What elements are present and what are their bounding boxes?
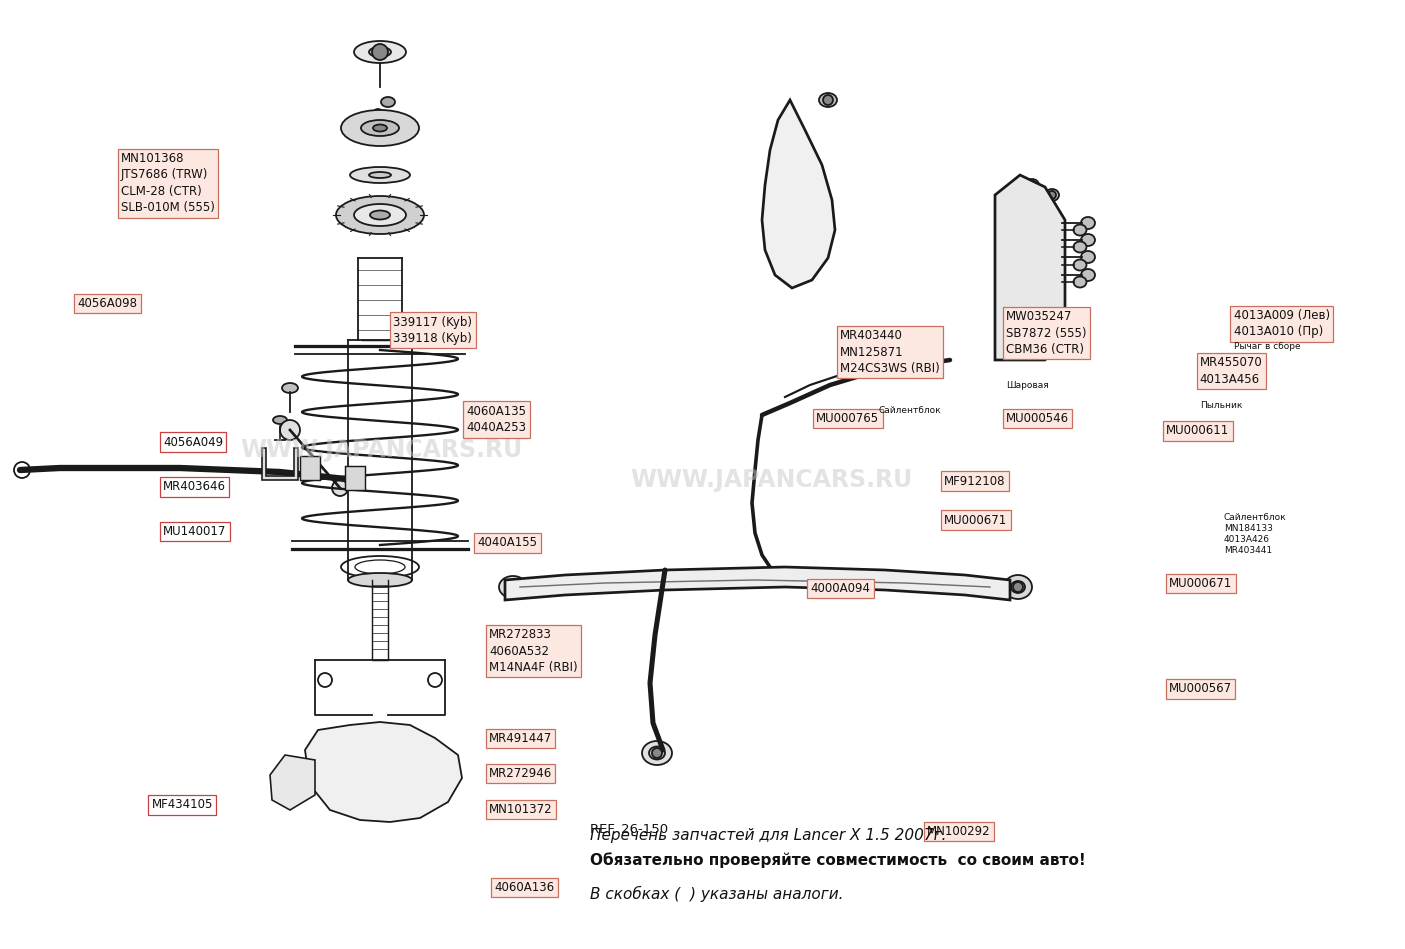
Ellipse shape xyxy=(370,172,391,178)
Text: MR272946: MR272946 xyxy=(489,767,552,780)
Text: MU000671: MU000671 xyxy=(1169,577,1232,590)
Polygon shape xyxy=(301,456,320,480)
Polygon shape xyxy=(261,448,298,480)
Text: MF434105: MF434105 xyxy=(152,798,214,811)
Ellipse shape xyxy=(1080,251,1094,263)
Circle shape xyxy=(1048,191,1057,199)
Text: 4056A049: 4056A049 xyxy=(163,436,223,449)
Circle shape xyxy=(823,95,833,105)
Ellipse shape xyxy=(336,196,424,234)
Polygon shape xyxy=(995,175,1065,360)
Ellipse shape xyxy=(1012,581,1026,593)
Polygon shape xyxy=(504,567,1010,600)
Ellipse shape xyxy=(642,741,672,765)
Ellipse shape xyxy=(354,41,406,63)
Text: 4013A009 (Лев)
4013A010 (Пр): 4013A009 (Лев) 4013A010 (Пр) xyxy=(1234,308,1329,339)
Ellipse shape xyxy=(1080,269,1094,281)
Ellipse shape xyxy=(1073,276,1086,288)
Text: 339117 (Kyb)
339118 (Kyb): 339117 (Kyb) 339118 (Kyb) xyxy=(393,315,472,345)
Text: MN101368
JTS7686 (TRW)
CLM-28 (CTR)
SLB-010M (555): MN101368 JTS7686 (TRW) CLM-28 (CTR) SLB-… xyxy=(121,152,215,214)
Text: MN100292: MN100292 xyxy=(927,825,991,838)
Polygon shape xyxy=(762,100,835,288)
Ellipse shape xyxy=(1026,179,1040,191)
Ellipse shape xyxy=(370,211,391,219)
Circle shape xyxy=(1028,181,1035,189)
Text: Шаровая: Шаровая xyxy=(1006,381,1048,390)
Text: MU000567: MU000567 xyxy=(1169,682,1232,696)
Ellipse shape xyxy=(341,110,419,146)
Ellipse shape xyxy=(1080,217,1094,229)
Text: MR491447: MR491447 xyxy=(489,732,552,745)
Text: Сайлентблок: Сайлентблок xyxy=(878,406,941,416)
Ellipse shape xyxy=(649,747,665,759)
Text: Обязательно проверяйте совместимость  со своим авто!: Обязательно проверяйте совместимость со … xyxy=(590,852,1086,867)
Text: WWW.JAPANCARS.RU: WWW.JAPANCARS.RU xyxy=(629,468,912,492)
Text: В скобках (  ) указаны аналоги.: В скобках ( ) указаны аналоги. xyxy=(590,885,843,902)
Text: MW035247
SB7872 (555)
CBM36 (CTR): MW035247 SB7872 (555) CBM36 (CTR) xyxy=(1006,310,1086,356)
Text: 4040A155: 4040A155 xyxy=(478,536,538,549)
Circle shape xyxy=(372,44,388,60)
Ellipse shape xyxy=(350,167,410,183)
Text: MR403440
MN125871
M24CS3WS (RBI): MR403440 MN125871 M24CS3WS (RBI) xyxy=(840,329,940,375)
Text: MF912108: MF912108 xyxy=(944,474,1006,488)
Text: MU140017: MU140017 xyxy=(163,525,226,538)
Text: Пыльник: Пыльник xyxy=(1200,400,1242,410)
Text: MU000765: MU000765 xyxy=(816,412,880,425)
Circle shape xyxy=(377,758,405,786)
Ellipse shape xyxy=(1045,189,1059,201)
Text: MR272833
4060A532
M14NA4F (RBI): MR272833 4060A532 M14NA4F (RBI) xyxy=(489,628,577,674)
Text: Сайлентблок
MN184133
4013A426
MR403441: Сайлентблок MN184133 4013A426 MR403441 xyxy=(1224,513,1287,555)
Circle shape xyxy=(652,748,662,758)
Polygon shape xyxy=(346,466,365,490)
Ellipse shape xyxy=(381,97,395,107)
Polygon shape xyxy=(270,755,315,810)
Text: MR403646: MR403646 xyxy=(163,480,226,493)
Text: 4060A136: 4060A136 xyxy=(495,881,555,894)
Ellipse shape xyxy=(1073,241,1086,252)
Text: WWW.JAPANCARS.RU: WWW.JAPANCARS.RU xyxy=(240,438,523,462)
Ellipse shape xyxy=(506,582,520,592)
Ellipse shape xyxy=(370,47,391,57)
Ellipse shape xyxy=(1010,262,1050,298)
Circle shape xyxy=(332,480,348,496)
Text: Рычаг в сборе: Рычаг в сборе xyxy=(1234,342,1300,351)
Ellipse shape xyxy=(282,383,298,393)
Ellipse shape xyxy=(354,204,406,226)
Ellipse shape xyxy=(499,576,527,598)
Ellipse shape xyxy=(372,124,386,132)
Text: MU000611: MU000611 xyxy=(1166,424,1229,437)
Text: MN101372: MN101372 xyxy=(489,803,552,816)
Ellipse shape xyxy=(1080,234,1094,246)
Ellipse shape xyxy=(361,120,399,136)
Ellipse shape xyxy=(819,93,837,107)
Circle shape xyxy=(280,420,301,440)
Text: MU000671: MU000671 xyxy=(944,513,1007,527)
Text: 4056A098: 4056A098 xyxy=(77,297,138,310)
Ellipse shape xyxy=(1073,225,1086,235)
Ellipse shape xyxy=(348,573,412,587)
Ellipse shape xyxy=(1019,269,1043,291)
Circle shape xyxy=(1013,582,1023,592)
Text: MR455070
4013A456: MR455070 4013A456 xyxy=(1200,356,1263,386)
Circle shape xyxy=(362,744,419,800)
Ellipse shape xyxy=(1005,575,1033,599)
Ellipse shape xyxy=(273,416,287,424)
Polygon shape xyxy=(305,722,462,822)
Text: 4060A135
4040A253: 4060A135 4040A253 xyxy=(466,404,527,435)
Circle shape xyxy=(509,583,517,591)
Text: 4000A094: 4000A094 xyxy=(811,582,871,595)
Text: REF. 26-150: REF. 26-150 xyxy=(590,823,669,836)
Ellipse shape xyxy=(1026,275,1035,285)
Ellipse shape xyxy=(1073,259,1086,270)
Circle shape xyxy=(14,462,30,478)
Text: Перечень запчастей для Lancer X 1.5 2007г.: Перечень запчастей для Lancer X 1.5 2007… xyxy=(590,828,947,843)
Ellipse shape xyxy=(374,109,382,115)
Text: MU000546: MU000546 xyxy=(1006,412,1069,425)
